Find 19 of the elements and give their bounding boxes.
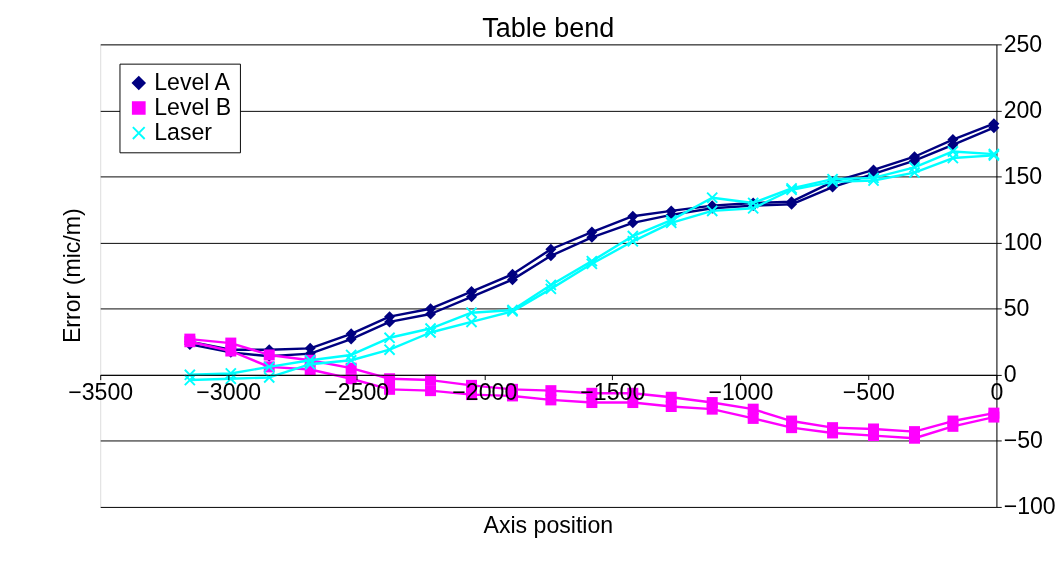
y-tick-label: 150 (1003, 162, 1043, 189)
x-tick-label: −2500 (324, 379, 390, 406)
y-tick-label: 0 (1003, 361, 1017, 388)
x-tick-label: −3500 (68, 379, 134, 406)
legend-label: Level A (154, 68, 231, 95)
y-axis-title: Error (mic/m) (58, 208, 85, 344)
x-tick-label: −3000 (196, 379, 262, 406)
y-tick-label: −50 (1003, 427, 1043, 454)
x-tick-label: −500 (842, 379, 895, 406)
y-tick-label: 250 (1003, 30, 1043, 57)
x-axis-title: Axis position (483, 511, 614, 538)
legend-label: Level B (154, 93, 232, 120)
y-tick-label: −100 (1003, 493, 1056, 520)
y-tick-label: 50 (1003, 294, 1030, 321)
chart-title: Table bend (482, 12, 615, 43)
x-tick-label: −1000 (708, 379, 774, 406)
y-tick-label: 100 (1003, 228, 1043, 255)
legend-label: Laser (154, 118, 213, 145)
y-tick-label: 200 (1003, 96, 1043, 123)
